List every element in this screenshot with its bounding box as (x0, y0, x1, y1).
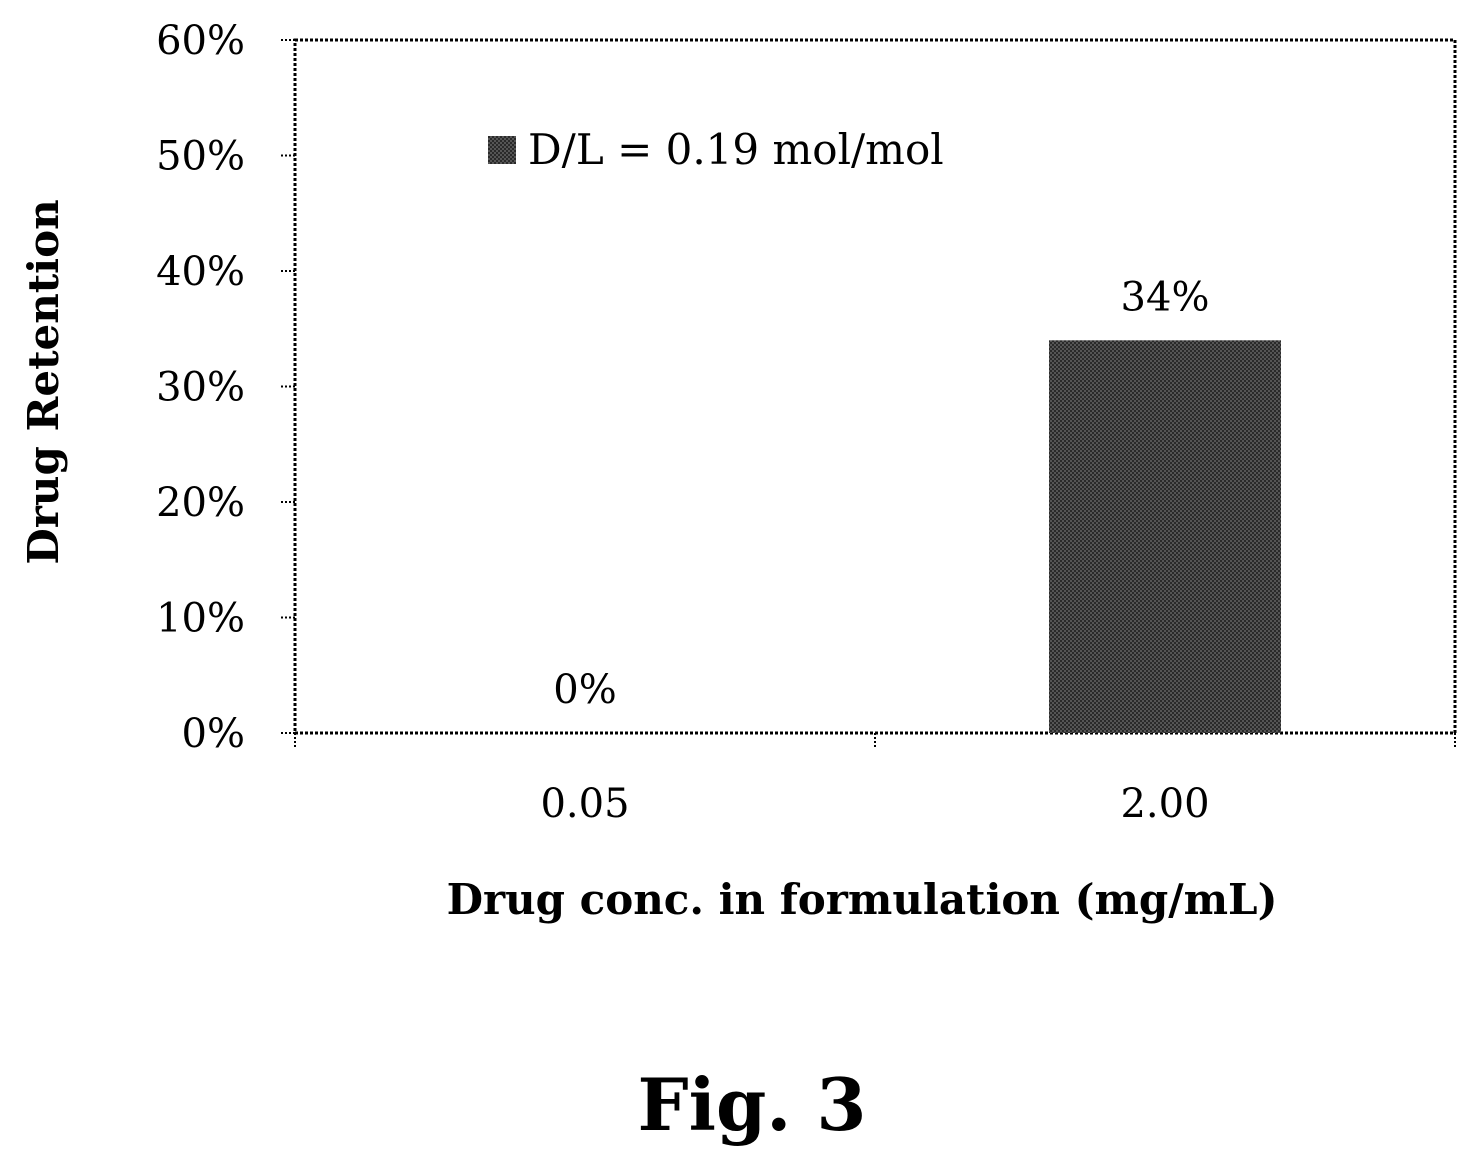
figure-caption: Fig. 3 (637, 1062, 866, 1147)
y-tick-label: 10% (156, 596, 245, 642)
legend-swatch (488, 136, 516, 164)
y-tick-label: 30% (156, 365, 245, 411)
x-axis: 0.05 2.00 (294, 733, 1456, 827)
x-tick-label: 0.05 (540, 781, 629, 827)
data-label: 0% (553, 667, 616, 713)
legend: D/L = 0.19 mol/mol (488, 125, 944, 174)
bars (1049, 340, 1281, 733)
x-axis-title: Drug conc. in formulation (mg/mL) (447, 875, 1278, 924)
x-tick-label: 2.00 (1120, 781, 1209, 827)
y-axis-title: Drug Retention (19, 199, 68, 564)
bar (1049, 340, 1281, 733)
y-tick-label: 50% (156, 134, 245, 180)
y-tick-label: 40% (156, 249, 245, 295)
data-label: 34% (1121, 274, 1210, 320)
y-tick-label: 0% (182, 711, 245, 757)
y-axis: 0% 10% 20% 30% 40% 50% 60% (156, 18, 295, 757)
y-tick-label: 20% (156, 480, 245, 526)
legend-entry: D/L = 0.19 mol/mol (528, 125, 944, 174)
y-tick-label: 60% (156, 18, 245, 64)
data-labels: 0% 34% (553, 274, 1209, 713)
